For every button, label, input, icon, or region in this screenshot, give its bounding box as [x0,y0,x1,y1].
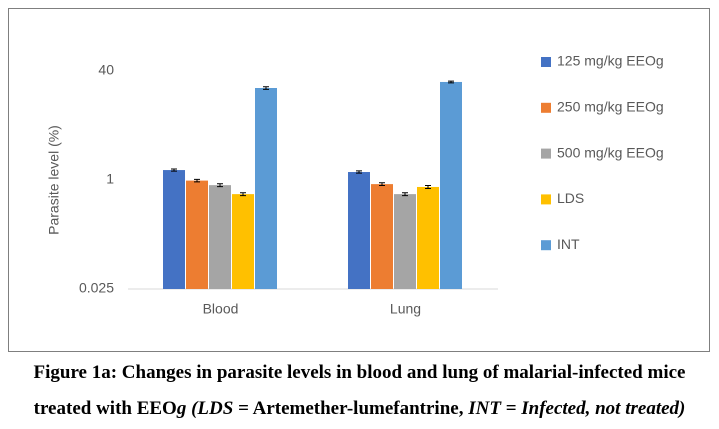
error-bar [379,182,385,187]
x-tick-label: Blood [203,301,239,317]
bar [348,172,370,289]
y-tick-label: 0.025 [79,280,114,296]
error-bar [194,178,200,183]
legend-swatch [541,148,551,159]
caption-text: treated with EEO [33,398,177,419]
legend-label: 500 mg/kg EEOg [557,144,664,160]
y-tick-label: 40 [98,62,114,78]
bar [186,180,208,289]
error-bar [425,185,431,190]
legend-label: INT [557,236,580,252]
caption-text: g (LDS [176,398,234,419]
bar [394,194,416,289]
legend-label: 125 mg/kg EEOg [557,53,664,69]
error-bar [448,80,454,84]
bar [417,186,439,289]
caption-text: = Artemether-lumefantrine, [233,398,469,419]
chart: Parasite level (%) 0.025 1 40 Blood Lung 125 … [8,8,710,352]
bar [255,88,277,290]
caption-text: Figure 1a: Changes in parasite levels in… [33,362,686,383]
error-bar [263,86,269,90]
x-tick-label: Lung [390,301,421,317]
legend-swatch [541,194,551,205]
legend-swatch [541,102,551,113]
legend-swatch [541,240,551,251]
y-tick-label: 1 [106,171,114,187]
y-axis-title: Parasite level (%) [46,125,62,235]
bar [209,185,231,289]
caption: Figure 1a: Changes in parasite levels in… [0,355,719,427]
bar [163,170,185,289]
error-bar [217,183,223,188]
bar [371,184,393,289]
error-bar [356,170,362,174]
error-bar [171,168,177,172]
legend-label: LDS [557,190,584,206]
error-bar [402,192,408,197]
bar [440,81,462,289]
legend-swatch [541,57,551,67]
legend-label: 250 mg/kg EEOg [557,99,664,115]
bar [232,194,254,289]
error-bar [240,192,246,197]
caption-text: INT = Infected, not treated) [468,398,686,419]
